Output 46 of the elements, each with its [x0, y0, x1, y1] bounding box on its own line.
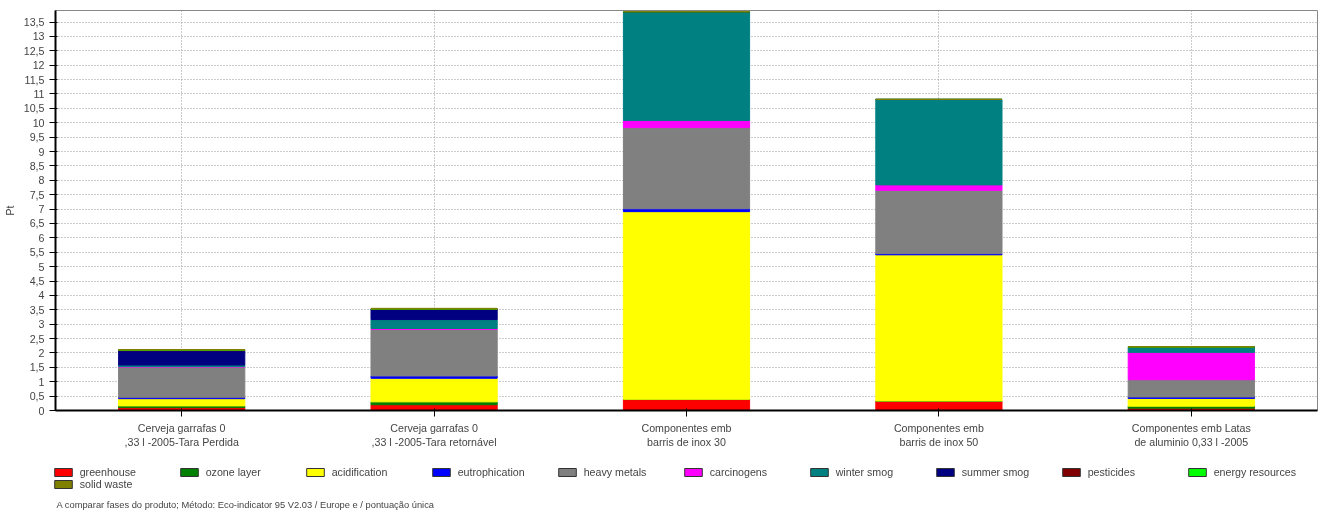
y-tick-label: 1,5 — [29, 361, 45, 374]
y-tick-label: 12 — [32, 59, 45, 72]
legend-label: greenhouse — [79, 466, 137, 478]
y-tick-label: 2 — [38, 346, 45, 359]
y-tick-label: 9 — [38, 145, 45, 158]
y-tick-label: 7,5 — [29, 188, 45, 201]
y-tick-label: 7 — [38, 203, 45, 216]
y-tick-label: 2,5 — [29, 332, 45, 345]
y-tick-label: 11,5 — [24, 73, 45, 86]
legend-label: solid waste — [79, 478, 134, 490]
y-tick-label: 10 — [32, 116, 45, 129]
x-tick-label: Componentes emb barris de inox 50 — [893, 421, 984, 448]
y-tick-label: 8,5 — [29, 159, 45, 172]
y-tick-label: 5,5 — [29, 246, 45, 259]
text: A comparar fases do produto; Método: Eco-indicator 95 V2.03 / Europe e / pontuação única — [56, 499, 435, 510]
y-tick-label: 5 — [38, 260, 45, 273]
x-tick-label: Componentes emb Latas de aluminio 0,33 l -2005 — [1131, 421, 1251, 448]
y-tick-label: 13 — [32, 30, 45, 43]
y-tick-label: 13,5 — [23, 16, 45, 29]
y-axis-title: Pt — [3, 205, 16, 216]
y-tick-label: 0 — [38, 404, 45, 417]
y-tick-label: 1 — [38, 375, 45, 388]
y-tick-label: 6,5 — [29, 217, 45, 230]
legend-label: pesticides — [1087, 466, 1137, 478]
y-tick-label: 3 — [38, 318, 45, 331]
y-tick-label: 10,5 — [23, 102, 45, 115]
legend-label: acidification — [331, 466, 389, 478]
y-tick-label: 12,5 — [23, 44, 45, 57]
legend-label: summer smog — [961, 466, 1031, 478]
x-tick-label: Componentes emb barris de inox 30 — [641, 421, 732, 448]
y-tick-label: 11 — [33, 87, 45, 100]
y-tick-label: 3,5 — [29, 303, 45, 316]
legend-label: heavy metals — [583, 466, 648, 478]
y-tick-label: 0,5 — [29, 390, 45, 403]
y-tick-label: 6 — [38, 231, 45, 244]
legend-label: eutrophication — [457, 466, 526, 478]
y-tick-label: 4 — [38, 289, 45, 302]
y-tick-label: 8 — [38, 174, 45, 187]
x-tick-label: Cerveja garrafas 0 ,33 l -2005-Tara Perdida — [124, 421, 239, 448]
legend-label: ozone layer — [205, 466, 262, 478]
legend-label: winter smog — [835, 466, 895, 478]
legend-label: energy resources — [1213, 466, 1297, 478]
x-tick-label: Cerveja garrafas 0 ,33 l -2005-Tara retornável — [371, 421, 497, 448]
y-tick-label: 9,5 — [29, 131, 45, 144]
y-tick-label: 4,5 — [29, 275, 45, 287]
legend-label: carcinogens — [709, 466, 769, 478]
